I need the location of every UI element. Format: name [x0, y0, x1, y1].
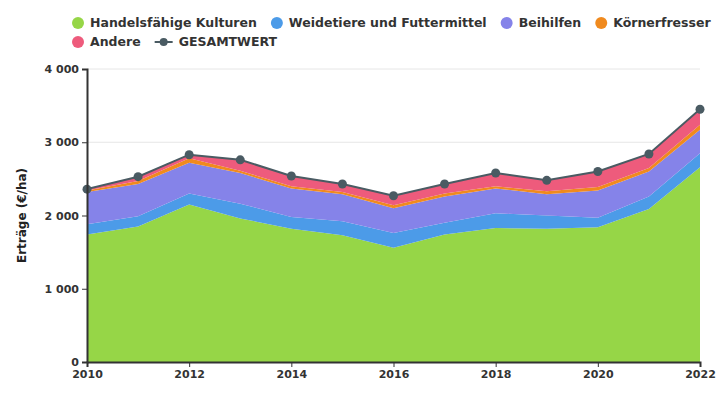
y-tick-label: 0 — [71, 356, 79, 369]
marker — [440, 180, 449, 189]
x-tick-mark — [496, 362, 497, 367]
marker — [389, 191, 398, 200]
marker — [236, 155, 245, 164]
x-tick-label: 2014 — [277, 368, 308, 381]
grid-line — [87, 142, 700, 143]
x-axis: 2010 2012 2014 2016 2018 2020 2022 — [72, 362, 716, 381]
x-tick: 2022 — [685, 362, 716, 381]
y-axis: 0 1 000 2 000 3 000 4 000 — [45, 63, 88, 369]
y-tick: 4 000 — [45, 63, 87, 76]
x-tick: 2012 — [174, 362, 205, 381]
marker — [644, 149, 653, 158]
y-axis-line — [82, 70, 88, 363]
legend-label: Körnerfresser — [613, 15, 711, 30]
marker — [185, 150, 194, 159]
legend-item: Beihilfen — [501, 15, 582, 30]
grid — [87, 69, 700, 362]
y-tick-mark — [82, 216, 87, 217]
x-tick-mark — [598, 362, 599, 367]
legend-swatch — [271, 17, 283, 29]
y-tick: 0 — [71, 356, 87, 369]
x-tick: 2018 — [481, 362, 512, 381]
x-tick-label: 2018 — [481, 368, 512, 381]
y-tick: 3 000 — [45, 136, 87, 149]
y-tick: 2 000 — [45, 210, 87, 223]
line — [87, 109, 700, 195]
marker — [593, 167, 602, 176]
legend-item: Weidetiere und Futtermittel — [271, 15, 487, 30]
legend-item: Andere — [72, 34, 141, 49]
x-tick: 2014 — [277, 362, 308, 381]
area — [87, 125, 700, 209]
y-tick-label: 2 000 — [45, 210, 80, 223]
legend-item: Körnerfresser — [595, 15, 711, 30]
x-tick-label: 2012 — [174, 368, 205, 381]
legend: Handelsfähige Kulturen Weidetiere und Fut… — [72, 15, 711, 49]
x-axis-line — [88, 363, 701, 368]
marker — [338, 180, 347, 189]
y-axis-title: Erträge (€/ha) — [15, 168, 29, 263]
x-tick: 2020 — [583, 362, 614, 381]
legend-item: Handelsfähige Kulturen — [72, 15, 257, 30]
y-tick-mark — [82, 142, 87, 143]
y-tick-label: 3 000 — [45, 136, 80, 149]
x-tick-mark — [700, 362, 701, 367]
y-tick-mark — [82, 362, 87, 363]
legend-label: Handelsfähige Kulturen — [90, 15, 257, 30]
legend-label: Weidetiere und Futtermittel — [289, 15, 487, 30]
chart: 2010 2012 2014 2016 2018 2020 2022 0 1 000 2 000 3… — [0, 0, 725, 400]
grid-line — [87, 69, 700, 70]
legend-swatch — [160, 38, 168, 46]
x-tick-label: 2022 — [685, 368, 716, 381]
y-tick-label: 4 000 — [45, 63, 80, 76]
marks — [87, 109, 700, 362]
legend-label: Andere — [90, 34, 141, 49]
legend-swatch — [72, 17, 84, 29]
marker — [491, 169, 500, 178]
area — [87, 109, 700, 205]
marker — [696, 105, 705, 114]
marker — [287, 171, 296, 180]
legend-label: GESAMTWERT — [179, 34, 278, 49]
plot: 2010 2012 2014 2016 2018 2020 2022 0 1 000 2 000 3… — [45, 63, 716, 381]
y-tick-mark — [82, 69, 87, 70]
y-tick-mark — [82, 289, 87, 290]
x-tick-mark — [394, 362, 395, 367]
legend-swatch — [595, 17, 607, 29]
x-tick-label: 2010 — [72, 368, 103, 381]
x-tick-label: 2020 — [583, 368, 614, 381]
marker — [134, 172, 143, 181]
legend-swatch — [501, 17, 513, 29]
legend-item: GESAMTWERT — [155, 34, 278, 49]
x-tick-mark — [291, 362, 292, 367]
line-markers — [83, 105, 705, 200]
y-tick: 1 000 — [45, 283, 87, 296]
x-tick-label: 2016 — [379, 368, 410, 381]
y-tick-label: 1 000 — [45, 283, 80, 296]
x-tick-mark — [189, 362, 190, 367]
legend-label: Beihilfen — [519, 15, 582, 30]
marker — [542, 176, 551, 185]
legend-swatch — [72, 36, 84, 48]
x-tick: 2016 — [379, 362, 410, 381]
